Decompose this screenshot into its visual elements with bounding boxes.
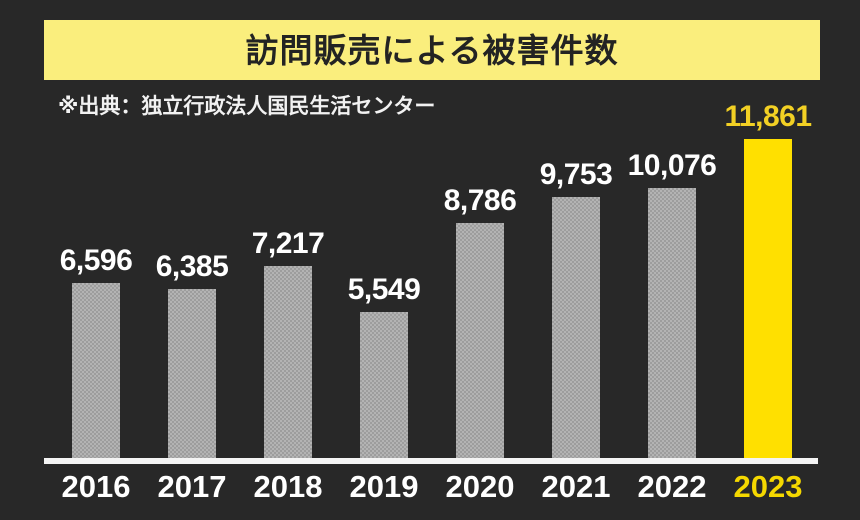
bar-value-label-2020: 8,786	[443, 184, 517, 217]
x-tick-label-2019: 2019	[349, 469, 419, 504]
bar-group-2023: 11,861	[720, 64, 816, 464]
x-tick-label-2017: 2017	[157, 469, 227, 504]
bar-value-label-2018: 7,217	[251, 227, 325, 260]
x-tick-label-2020: 2020	[445, 469, 515, 504]
title-banner: 訪問販売による被害件数	[44, 20, 820, 80]
bar-group-2018: 7,217	[240, 64, 336, 464]
x-tick-label-2021: 2021	[541, 469, 611, 504]
x-axis-line	[44, 458, 818, 464]
bar-2019	[360, 312, 408, 464]
x-tick-label-2022: 2022	[637, 469, 707, 504]
bar-value-label-2023: 11,861	[724, 100, 812, 133]
bar-value-label-2019: 5,549	[347, 273, 421, 306]
bar-group-2016: 6,596	[48, 64, 144, 464]
bar-group-2020: 8,786	[432, 64, 528, 464]
bar-2022	[648, 188, 696, 464]
bar-2017	[168, 289, 216, 464]
bar-group-2017: 6,385	[144, 64, 240, 464]
bar-value-label-2022: 10,076	[627, 149, 717, 182]
bar-2023	[744, 139, 792, 464]
bar-2018	[264, 266, 312, 464]
bar-2020	[456, 223, 504, 464]
bar-group-2019: 5,549	[336, 64, 432, 464]
bar-2021	[552, 197, 600, 464]
x-tick-label-2016: 2016	[61, 469, 131, 504]
bar-2016	[72, 283, 120, 464]
x-tick-label-2023: 2023	[733, 469, 803, 504]
source-note: ※出典：独立行政法人国民生活センター	[58, 95, 436, 118]
bar-value-label-2021: 9,753	[539, 158, 613, 191]
x-tick-label-2018: 2018	[253, 469, 323, 504]
bar-value-label-2017: 6,385	[155, 250, 229, 283]
page-title: 訪問販売による被害件数	[245, 31, 619, 69]
bar-value-label-2016: 6,596	[59, 244, 133, 277]
bar-group-2021: 9,753	[528, 64, 624, 464]
bar-group-2022: 10,076	[624, 64, 720, 464]
